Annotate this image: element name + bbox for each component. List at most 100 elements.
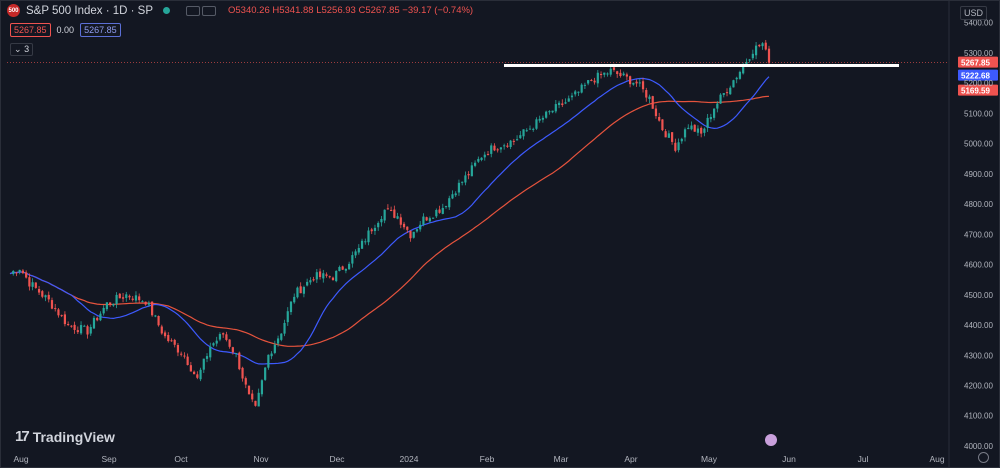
candle-body	[671, 132, 674, 142]
candle-body	[338, 266, 341, 271]
candle-body	[325, 274, 328, 276]
candle-body	[99, 313, 102, 321]
candle-body	[661, 119, 664, 131]
candle-body	[499, 147, 503, 150]
settings-icon[interactable]	[202, 5, 216, 16]
y-tick-label: 4000.00	[964, 442, 993, 451]
candle-body	[63, 314, 67, 325]
candle-body	[680, 138, 683, 142]
indicator-pill[interactable]: 5267.85	[80, 23, 121, 37]
candle-body	[50, 300, 54, 309]
candle-body	[157, 315, 160, 326]
candle-body	[645, 90, 648, 98]
candle-body	[587, 80, 590, 84]
candle-body	[512, 140, 515, 142]
candle-body	[105, 302, 108, 310]
candle-body	[231, 347, 234, 353]
y-tick-label: 4200.00	[964, 381, 993, 390]
ohlc-values: O5340.26 H5341.88 L5256.93 C5267.85 −39.…	[228, 5, 474, 16]
candle-body	[118, 293, 121, 299]
candle-body	[570, 95, 574, 98]
price-label: 5267.85	[961, 59, 990, 68]
candle-body	[238, 352, 241, 370]
candle-body	[254, 400, 257, 406]
candle-body	[225, 334, 228, 340]
hide-icon[interactable]	[186, 5, 200, 16]
candle-body	[54, 308, 57, 310]
candle-body	[367, 230, 370, 243]
candle-body	[754, 45, 758, 56]
candle-body	[73, 324, 76, 330]
candle-body	[96, 317, 99, 321]
candle-body	[173, 339, 176, 345]
x-tick-label: Aug	[13, 454, 28, 464]
candle-body	[244, 378, 247, 385]
price-label-bg	[958, 69, 998, 81]
candle-body	[289, 301, 293, 313]
candle-body	[425, 217, 428, 221]
event-marker-icon[interactable]	[765, 434, 777, 446]
candle-body	[215, 340, 218, 344]
candle-body	[448, 198, 451, 208]
candle-body	[83, 325, 86, 327]
candle-body	[57, 309, 60, 316]
candle-body	[34, 282, 37, 288]
candle-body	[451, 194, 454, 199]
tradingview-logo: 17 TradingView	[15, 428, 115, 445]
candle-body	[415, 229, 419, 232]
gear-icon[interactable]	[978, 452, 989, 463]
candle-body	[44, 295, 47, 298]
candle-body	[196, 374, 199, 378]
candle-body	[341, 266, 344, 270]
candle-body	[344, 268, 347, 271]
candle-body	[141, 301, 144, 303]
candle-body	[703, 128, 706, 133]
indicators-count: 3	[24, 44, 30, 54]
ma-slow	[9, 95, 770, 347]
candle-body	[209, 346, 212, 358]
symbol-icon: 500	[7, 4, 20, 17]
candle-body	[480, 157, 483, 160]
candle-body	[700, 127, 703, 134]
candle-body	[603, 72, 606, 75]
candle-body	[638, 82, 641, 84]
candle-body	[545, 111, 548, 118]
candle-body	[551, 110, 554, 113]
candle-body	[183, 355, 186, 357]
symbol-title[interactable]: S&P 500 Index · 1D · SP	[26, 4, 153, 17]
y-tick-label: 4300.00	[964, 351, 993, 360]
candle-body	[412, 231, 415, 238]
price-pill[interactable]: 5267.85	[10, 23, 51, 37]
candle-body	[112, 303, 115, 306]
candle-body	[687, 127, 690, 130]
candle-body	[564, 102, 567, 104]
candle-body	[170, 340, 173, 342]
candle-body	[748, 59, 751, 61]
candle-body	[92, 317, 96, 329]
y-tick-label: 4800.00	[964, 200, 993, 209]
candle-body	[15, 272, 18, 274]
candle-body	[577, 91, 580, 93]
candle-body	[335, 270, 338, 282]
currency-label[interactable]: USD	[959, 6, 987, 20]
candle-body	[654, 108, 658, 117]
candle-body	[461, 181, 464, 183]
candle-body	[286, 311, 289, 323]
candle-body	[593, 80, 596, 83]
candle-body	[612, 67, 616, 70]
candle-body	[180, 353, 183, 355]
x-tick-label: Mar	[554, 454, 569, 464]
candle-body	[125, 294, 128, 298]
candle-body	[528, 128, 532, 130]
indicators-toggle[interactable]: ⌄ 3	[10, 43, 34, 56]
y-tick-label: 5400.00	[964, 19, 993, 28]
x-tick-label: Feb	[480, 454, 495, 464]
candle-body	[138, 296, 141, 301]
price-axis: 4000.00 4100.00 4200.00 4300.00 4400.00 4500.…	[948, 1, 993, 467]
candle-body	[441, 207, 444, 214]
candle-body	[651, 96, 654, 109]
candle-body	[567, 98, 570, 102]
candle-body	[635, 81, 638, 84]
